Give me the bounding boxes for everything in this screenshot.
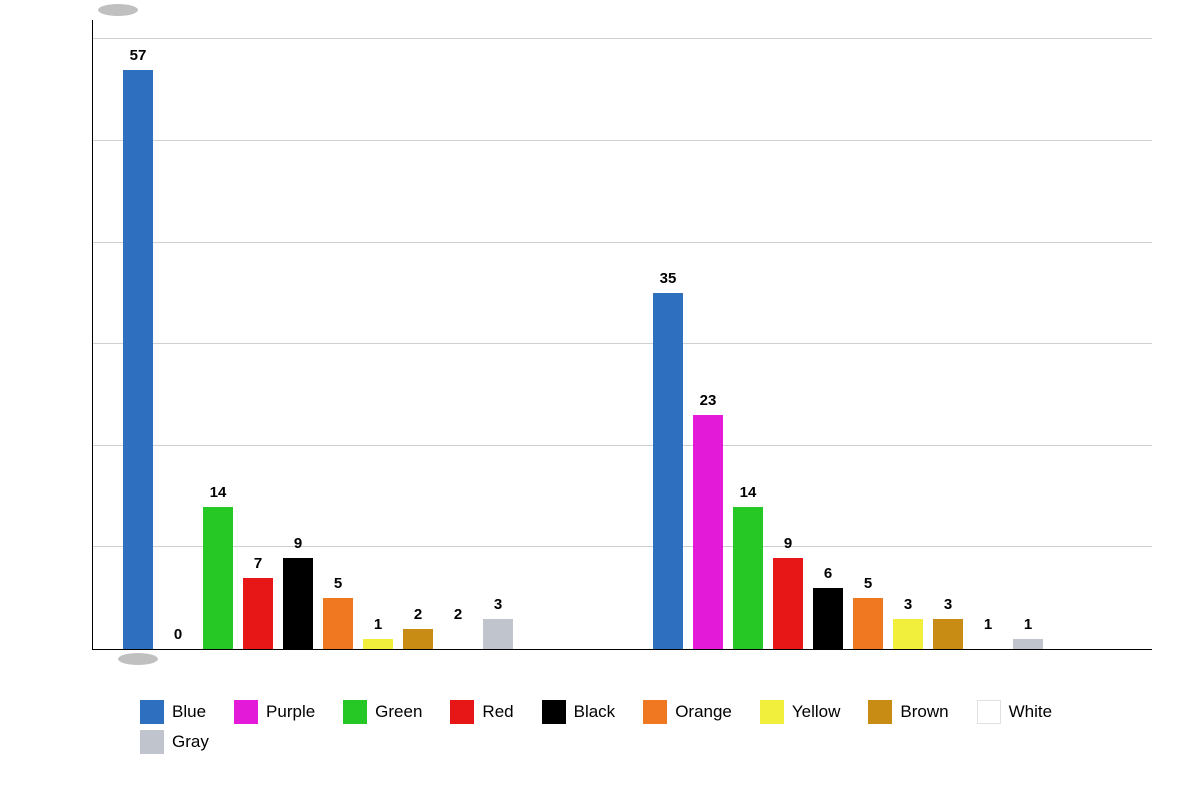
bar-value-label: 23 [700,392,717,409]
bar-green [733,507,763,649]
legend-label: White [1009,702,1052,722]
bar-value-label: 1 [374,616,382,633]
bar-black [813,588,843,649]
bar-red [243,578,273,649]
bar-orange [323,598,353,649]
legend-label: Purple [266,702,315,722]
gridline [93,242,1152,243]
plot-area: 5701479512233523149653311 [92,20,1152,650]
legend-item-purple[interactable]: Purple [234,700,315,724]
bar-chart: 5701479512233523149653311 BluePurpleGree… [0,0,1200,800]
bar-gray [1013,639,1043,649]
legend-swatch-icon [140,700,164,724]
legend-item-yellow[interactable]: Yellow [760,700,841,724]
legend-swatch-icon [343,700,367,724]
legend-swatch-icon [977,700,1001,724]
legend-item-brown[interactable]: Brown [868,700,948,724]
legend-swatch-icon [643,700,667,724]
bar-gray [483,619,513,649]
legend-swatch-icon [542,700,566,724]
bar-value-label: 35 [660,270,677,287]
bar-purple [693,415,723,649]
selector-top-icon [98,4,138,16]
legend-item-gray[interactable]: Gray [140,730,209,754]
gridline [93,445,1152,446]
gridline [93,38,1152,39]
bar-value-label: 5 [334,575,342,592]
bar-value-label: 2 [414,606,422,623]
bar-value-label: 0 [174,626,182,643]
bar-orange [853,598,883,649]
bar-selection-indicator [123,70,153,649]
bar-brown [933,619,963,649]
legend-item-blue[interactable]: Blue [140,700,206,724]
bar-value-label: 3 [494,596,502,613]
bar-value-label: 3 [944,596,952,613]
gridline [93,546,1152,547]
bar-value-label: 1 [984,616,992,633]
bar-white [443,629,473,649]
legend-label: Green [375,702,422,722]
legend-item-green[interactable]: Green [343,700,422,724]
legend-label: Yellow [792,702,841,722]
legend-swatch-icon [234,700,258,724]
legend: Blue Purple Green Red Black Orange Yellow Brown… [140,700,1100,760]
legend-swatch-icon [450,700,474,724]
bar-red [773,558,803,649]
legend-label: Gray [172,732,209,752]
bar-value-label: 6 [824,565,832,582]
bar-value-label: 5 [864,575,872,592]
gridline [93,140,1152,141]
legend-label: Orange [675,702,732,722]
legend-item-red[interactable]: Red [450,700,513,724]
bar-yellow [893,619,923,649]
gridline [93,343,1152,344]
legend-label: Black [574,702,616,722]
bar-value-label: 57 [130,47,147,64]
bar-yellow [363,639,393,649]
bar-value-label: 1 [1024,616,1032,633]
bar-value-label: 3 [904,596,912,613]
bar-value-label: 7 [254,555,262,572]
legend-item-orange[interactable]: Orange [643,700,732,724]
bar-value-label: 9 [294,535,302,552]
legend-swatch-icon [140,730,164,754]
bar-green [203,507,233,649]
legend-label: Red [482,702,513,722]
bar-value-label: 2 [454,606,462,623]
bar-white [973,639,1003,649]
legend-label: Blue [172,702,206,722]
legend-swatch-icon [868,700,892,724]
bar-blue [653,293,683,649]
bar-brown [403,629,433,649]
legend-item-black[interactable]: Black [542,700,616,724]
bar-black [283,558,313,649]
bar-value-label: 14 [210,484,227,501]
legend-item-white[interactable]: White [977,700,1052,724]
bar-value-label: 9 [784,535,792,552]
legend-swatch-icon [760,700,784,724]
bar-value-label: 14 [740,484,757,501]
legend-label: Brown [900,702,948,722]
